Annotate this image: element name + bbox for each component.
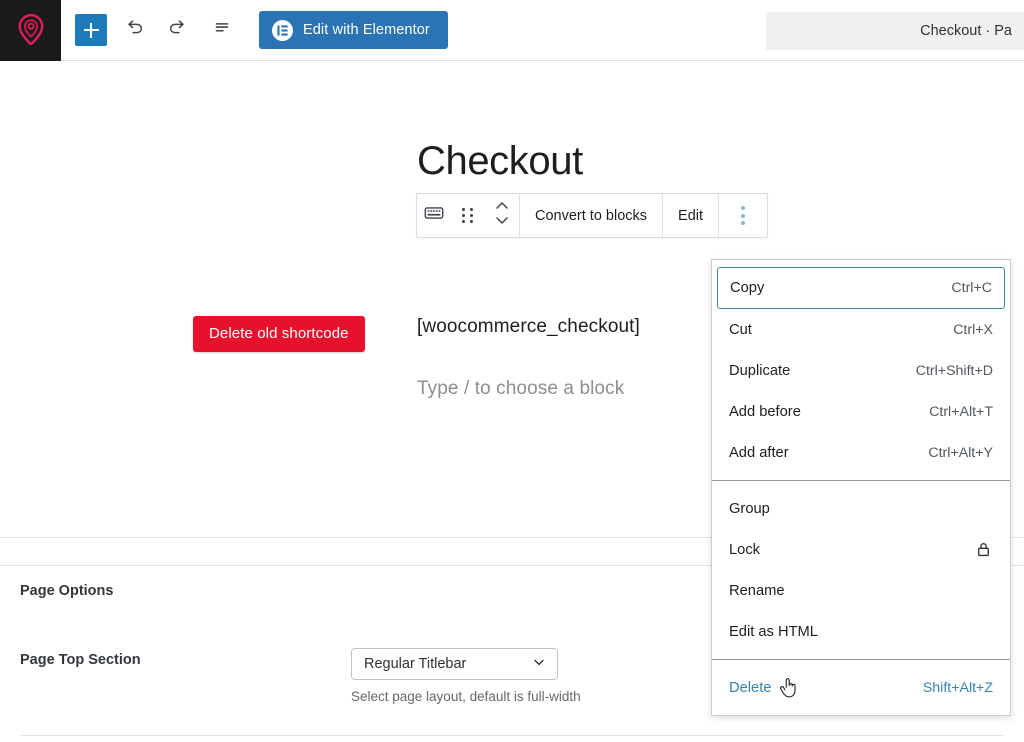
- menu-item-rename[interactable]: Rename: [712, 570, 1010, 611]
- edit-with-elementor-button[interactable]: Edit with Elementor: [259, 11, 448, 49]
- menu-item-label: Add before: [729, 403, 801, 420]
- menu-item-label: Edit as HTML: [729, 623, 818, 640]
- site-logo-button[interactable]: [0, 0, 61, 61]
- page-top-section-select[interactable]: Regular Titlebar: [351, 648, 558, 680]
- move-up-down-chevrons-icon: [494, 199, 510, 232]
- more-options-vertical-dots-icon: [741, 206, 746, 225]
- canvas-divider-bottom: [0, 565, 1024, 566]
- edit-with-elementor-label: Edit with Elementor: [303, 22, 430, 38]
- chevron-down-icon: [531, 654, 547, 674]
- convert-to-blocks-button[interactable]: Convert to blocks: [535, 207, 648, 224]
- menu-item-label: Rename: [729, 582, 785, 599]
- page-options-heading: Page Options: [20, 583, 114, 599]
- menu-item-label: Lock: [729, 541, 761, 558]
- location-pin-icon: [16, 13, 46, 47]
- menu-item-shortcut: Ctrl+Alt+Y: [928, 444, 993, 461]
- menu-item-shortcut: Ctrl+C: [951, 280, 992, 296]
- menu-item-duplicate[interactable]: Duplicate Ctrl+Shift+D: [712, 350, 1010, 391]
- menu-item-delete[interactable]: Delete Shift+Alt+Z: [712, 667, 1010, 708]
- menu-item-label: Copy: [730, 280, 765, 296]
- menu-item-label: Cut: [729, 321, 752, 338]
- menu-item-add-after[interactable]: Add after Ctrl+Alt+Y: [712, 432, 1010, 473]
- block-toolbar: Convert to blocks Edit: [416, 193, 769, 238]
- empty-paragraph-placeholder[interactable]: Type / to choose a block: [417, 378, 625, 399]
- undo-arrow-icon: [123, 17, 145, 44]
- menu-item-label: Add after: [729, 444, 789, 461]
- move-block-button[interactable]: [485, 194, 519, 237]
- toolbar-divider: [662, 194, 664, 237]
- shortcode-block-icon: [423, 202, 445, 229]
- plus-icon: [83, 22, 99, 38]
- menu-item-label: Duplicate: [729, 362, 791, 379]
- menu-group-destructive: Delete Shift+Alt+Z: [712, 659, 1010, 715]
- page-top-section-label: Page Top Section: [20, 652, 141, 668]
- menu-item-add-before[interactable]: Add before Ctrl+Alt+T: [712, 391, 1010, 432]
- delete-old-shortcode-annotation[interactable]: Delete old shortcode: [193, 316, 365, 352]
- menu-item-cut[interactable]: Cut Ctrl+X: [712, 309, 1010, 350]
- menu-item-label: Group: [729, 500, 770, 517]
- menu-item-group[interactable]: Group: [712, 488, 1010, 529]
- elementor-logo-icon: [272, 19, 293, 41]
- undo-button[interactable]: [117, 13, 151, 47]
- menu-item-shortcut: Shift+Alt+Z: [922, 679, 993, 696]
- page-top-section-value: Regular Titlebar: [364, 656, 467, 672]
- menu-item-lock[interactable]: Lock: [712, 529, 1010, 570]
- panel-bottom-divider: [20, 735, 1004, 736]
- redo-arrow-icon: [167, 17, 189, 44]
- block-options-dropdown-menu: Copy Ctrl+C Cut Ctrl+X Duplicate Ctrl+Sh…: [711, 259, 1011, 716]
- list-view-button[interactable]: [205, 13, 239, 47]
- drag-handle-button[interactable]: [451, 194, 485, 237]
- edit-button[interactable]: Edit: [678, 207, 704, 224]
- menu-group-block-actions: Group Lock Rename Edit as HTML: [712, 480, 1010, 659]
- menu-item-edit-as-html[interactable]: Edit as HTML: [712, 611, 1010, 652]
- redo-button[interactable]: [161, 13, 195, 47]
- document-outline-icon: [211, 17, 233, 44]
- document-title-bar[interactable]: Checkout · Pa: [766, 12, 1024, 50]
- more-options-button[interactable]: [719, 194, 767, 237]
- toolbar-divider: [718, 194, 720, 237]
- toolbar-divider: [519, 194, 520, 237]
- document-title: Checkout · Pa: [920, 23, 1012, 39]
- menu-item-shortcut: Ctrl+Alt+T: [929, 403, 993, 420]
- canvas-divider-top: [0, 537, 1024, 538]
- menu-item-copy[interactable]: Copy Ctrl+C: [717, 267, 1005, 309]
- menu-item-shortcut: Ctrl+Shift+D: [915, 362, 993, 379]
- lock-icon: [974, 540, 993, 559]
- menu-item-shortcut: Ctrl+X: [953, 321, 993, 338]
- menu-group-clipboard: Copy Ctrl+C Cut Ctrl+X Duplicate Ctrl+Sh…: [712, 260, 1010, 480]
- block-type-button[interactable]: [417, 194, 451, 237]
- editor-top-bar: Edit with Elementor Checkout · Pa: [0, 0, 1024, 61]
- page-top-section-help-text: Select page layout, default is full-widt…: [351, 689, 581, 704]
- drag-handle-icon: [462, 208, 474, 223]
- page-title[interactable]: Checkout: [417, 139, 583, 183]
- shortcode-block-content[interactable]: [woocommerce_checkout]: [417, 316, 640, 337]
- menu-item-label: Delete: [729, 679, 772, 696]
- top-bar-tools: Edit with Elementor: [61, 11, 448, 49]
- add-block-button[interactable]: [75, 14, 107, 46]
